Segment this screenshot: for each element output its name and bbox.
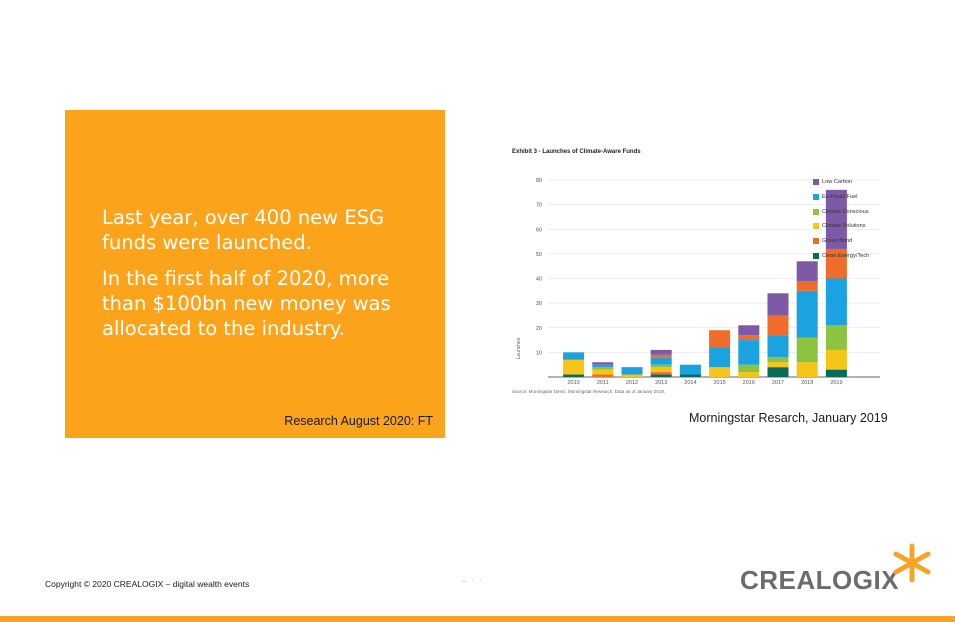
bar-segment [592,374,614,377]
legend-swatch [813,208,819,215]
x-tick-label: 2014 [684,380,696,386]
y-tick-label: 20 [536,326,542,332]
bar-segment [796,280,818,291]
panel-source: Research August 2020: FT [284,414,433,428]
legend-item: Ex-Fossil Fuel [813,190,869,205]
crealogix-logo: CREALOGIX [740,542,935,600]
y-tick-label: 70 [536,203,542,209]
bar-segment [592,367,614,370]
bar-segment [738,364,760,373]
x-tick-label: 2012 [626,380,638,386]
bar-segment [592,369,614,375]
y-tick-label: 40 [536,277,542,283]
y-tick-label: 30 [536,301,542,307]
bar-segment [796,362,818,377]
legend-swatch [813,238,819,245]
panel-paragraph-2: In the first half of 2020, more than $10… [102,267,391,340]
legend-label: Climate Conscious [822,208,869,215]
x-tick-label: 2011 [597,380,609,386]
bar-segment [650,364,672,368]
x-tick-label: 2010 [567,380,579,386]
legend-label: Ex-Fossil Fuel [822,194,858,201]
bar-segment [650,349,672,355]
legend-item: Low Carbon [813,175,869,190]
panel-paragraph-1: Last year, over 400 new ESG funds were l… [102,206,385,254]
bar-segment [825,325,847,350]
bar-segment [592,364,614,368]
bar-segment [679,374,701,377]
bar-segment [825,248,847,279]
bar-segment [738,372,760,377]
bar-segment [767,362,789,368]
y-tick-label: 50 [536,252,542,258]
chart-figure: 10 20 30 40 50 60 70 80 Launches 2010 2011 2012 2013… [508,145,888,405]
bar-segment [709,330,731,348]
bar-segment [738,325,760,336]
chart-legend: Low Carbon Ex-Fossil Fuel Climate Consciou… [813,175,869,263]
legend-label: Green Bond [822,238,853,245]
y-tick-label: 10 [536,350,542,356]
bottom-accent-bar [0,616,955,622]
bar-segment [709,347,731,368]
bar-segment [825,278,847,326]
y-tick-label: 60 [536,227,542,233]
legend-label: Clean Energy/Tech [822,252,870,259]
bar-segment [621,374,643,377]
bar-segment [738,335,760,341]
copyright-text: Copyright © 2020 CREALOGIX – digital wea… [45,579,250,589]
legend-label: Climate Solutions [822,223,866,230]
legend-swatch [813,223,819,230]
bar-segment [767,293,789,316]
legend-swatch [813,179,819,186]
chart-source-note: Source: Morningstar Direct. Morningstar … [512,389,666,394]
bar-segment [825,189,847,249]
page-dots: ‥ · · [462,578,484,584]
bar-segment [621,367,643,375]
legend-swatch [813,194,819,201]
legend-item: Green Bond [813,234,869,249]
bar-segment [796,337,818,363]
star-logo-icon [893,543,931,583]
legend-label: Low Carbon [822,179,853,186]
y-tick-label: 80 [536,178,542,184]
bar-segment [796,290,818,338]
bar-segment [796,261,818,281]
x-tick-label: 2013 [655,380,667,386]
chart-svg: 10 20 30 40 50 60 70 80 Launches 2010 2011 2012 2013… [516,178,880,386]
info-panel: Last year, over 400 new ESG funds were l… [65,110,445,438]
bar-segment [767,335,789,358]
legend-item: Climate Solutions [813,219,869,234]
legend-item: Climate Conscious [813,204,869,219]
legend-swatch [813,252,819,259]
logo-wordmark: CREALOGIX [740,565,900,595]
bar-segment [767,315,789,336]
x-tick-label: 2015 [713,380,725,386]
bar-segment [592,362,614,365]
bar-segment [709,367,731,377]
bar-segment [825,369,847,377]
bar-segment [767,367,789,377]
chart-title: Exhibit 3 - Launches of Climate-Aware Fu… [512,149,641,155]
bar-segment [650,354,672,358]
bar-segment [563,359,585,375]
bar-segment [767,357,789,363]
bar-segment [679,364,701,375]
chart-caption: Morningstar Resarch, January 2019 [689,411,888,425]
x-tick-label: 2017 [772,380,784,386]
x-tick-label: 2019 [830,380,842,386]
bar-segment [650,357,672,365]
bar-segment [825,349,847,370]
y-axis-label: Launches [516,337,522,359]
bar-segment [738,340,760,365]
legend-item: Clean Energy/Tech [813,248,869,263]
bar-segment [650,367,672,373]
bar-segment [650,372,672,375]
x-tick-label: 2016 [743,380,755,386]
x-tick-label: 2018 [801,380,813,386]
bar-segment [650,374,672,377]
bar-segment [563,374,585,377]
bar-segment [563,352,585,360]
